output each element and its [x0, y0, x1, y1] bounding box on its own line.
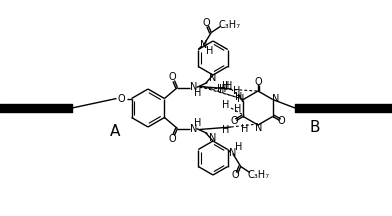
Text: O: O [232, 170, 240, 181]
Text: H: H [217, 84, 224, 95]
Text: H: H [225, 81, 232, 91]
Text: H: H [235, 143, 242, 152]
Text: N: N [209, 133, 217, 143]
Text: N: N [200, 41, 207, 51]
Text: H: H [241, 124, 248, 133]
Text: H: H [234, 86, 241, 96]
Text: O: O [118, 94, 125, 103]
Text: H: H [205, 46, 213, 57]
Text: N: N [255, 123, 263, 133]
Text: H: H [222, 81, 230, 91]
Text: N: N [237, 94, 244, 103]
Text: H: H [234, 92, 242, 102]
Text: O: O [254, 77, 262, 87]
Text: C₃H₇: C₃H₇ [218, 19, 240, 30]
Text: O: O [202, 19, 210, 29]
Text: N: N [272, 94, 279, 103]
Text: O: O [169, 73, 176, 83]
Text: H: H [219, 84, 227, 94]
Text: O: O [169, 133, 176, 143]
Text: A: A [110, 124, 120, 138]
Text: C₃H₇: C₃H₇ [248, 170, 270, 179]
Text: H: H [222, 100, 230, 110]
Text: H: H [222, 125, 230, 135]
Text: H: H [194, 87, 201, 97]
Text: H: H [194, 119, 201, 129]
Text: H: H [234, 104, 241, 114]
Text: N: N [209, 73, 217, 83]
Text: N: N [229, 149, 236, 159]
Text: B: B [310, 121, 320, 135]
Text: N: N [190, 124, 197, 135]
Text: N: N [190, 81, 197, 92]
Text: O: O [278, 116, 285, 127]
Text: O: O [230, 116, 238, 127]
